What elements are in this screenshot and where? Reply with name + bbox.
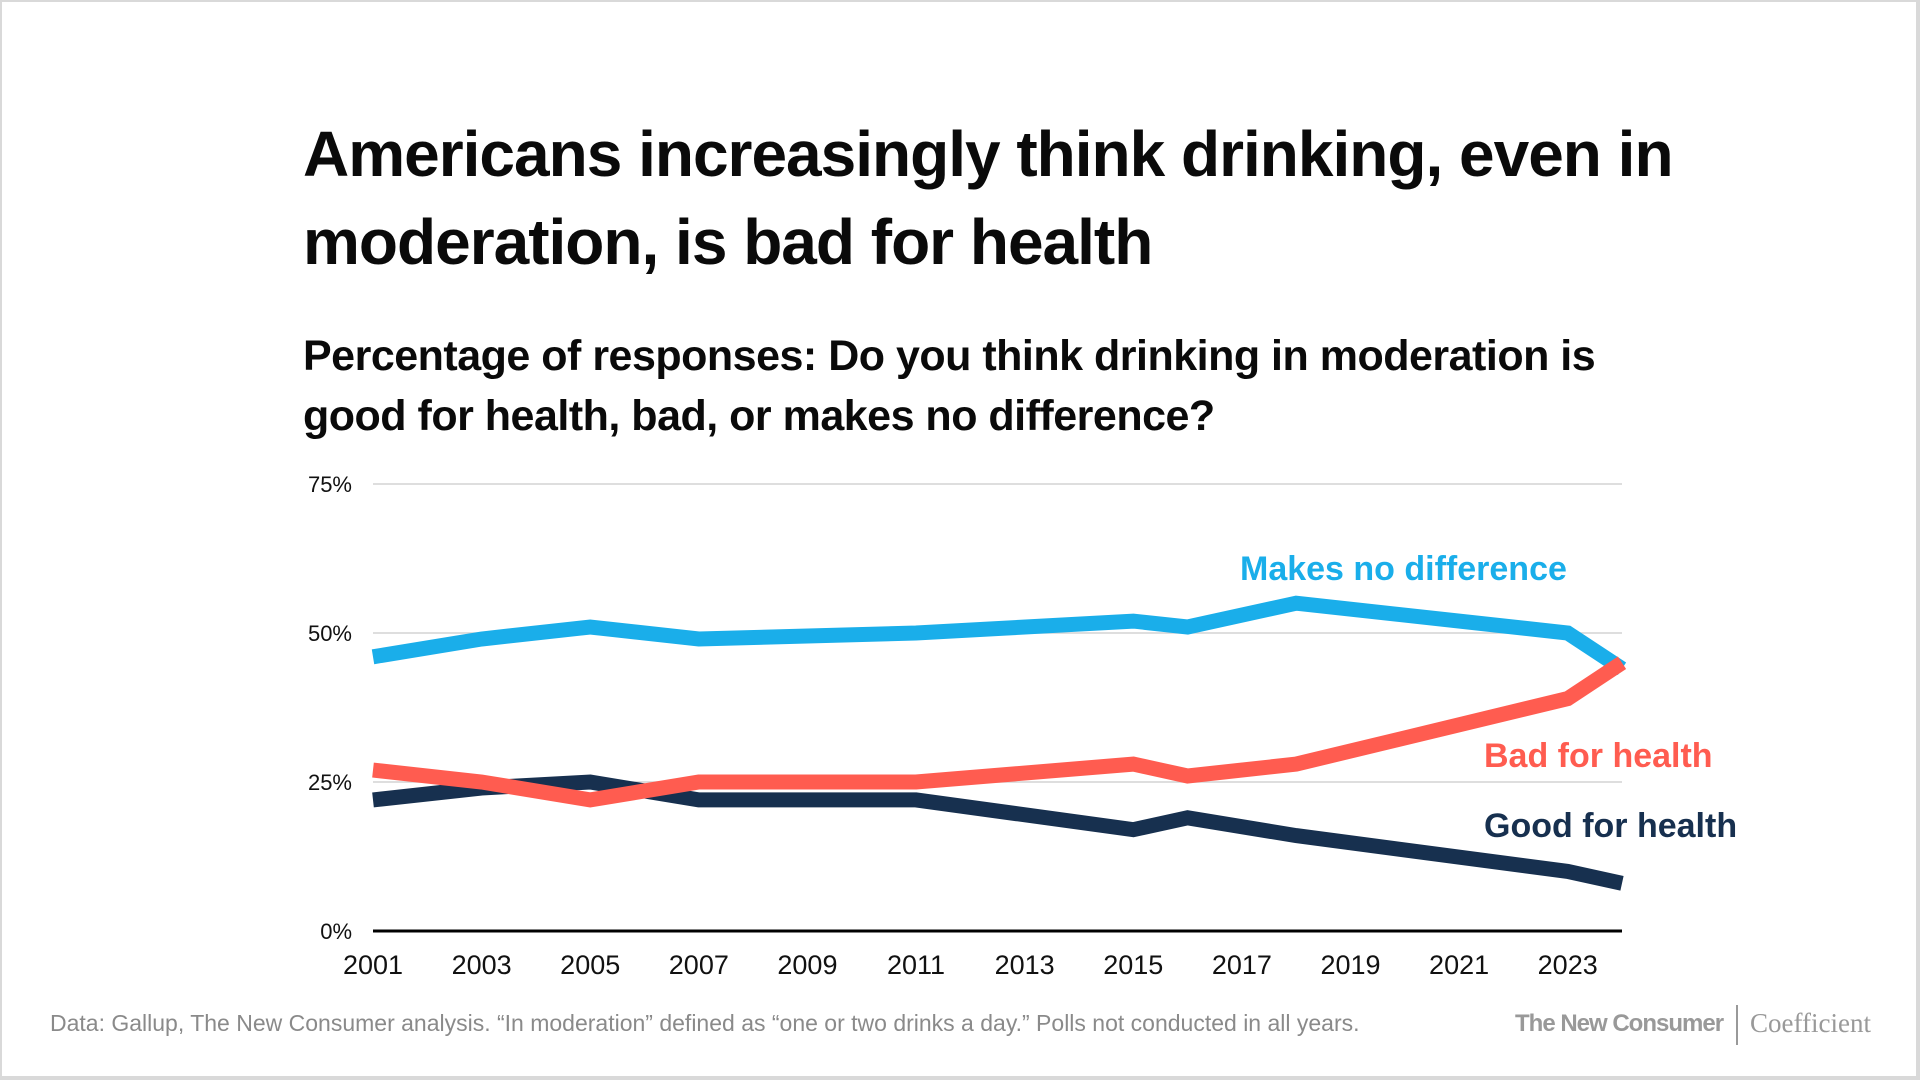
y-tick-label: 25% (308, 770, 352, 795)
x-tick-label: 2003 (452, 950, 512, 980)
the-new-consumer-logo: The New Consumer (1515, 1010, 1724, 1037)
y-tick-label: 50% (308, 621, 352, 646)
series-label: Good for health (1484, 807, 1737, 845)
source-note: Data: Gallup, The New Consumer analysis.… (50, 1010, 1360, 1036)
x-tick-label: 2017 (1212, 950, 1272, 980)
series-labels: Makes no difference Bad for health Good fo… (1240, 550, 1737, 845)
chart-title: Americans increasingly think drinking, e… (303, 118, 1674, 278)
series-line-bad-for-health (372, 656, 1627, 808)
series-label: Bad for health (1484, 737, 1713, 775)
y-axis-tick-labels: 0% 25% 50% 75% (308, 472, 352, 944)
x-tick-label: 2023 (1538, 950, 1598, 980)
x-tick-label: 2011 (887, 950, 945, 980)
x-tick-label: 2009 (777, 950, 837, 980)
x-axis-tick-labels: 2001 2003 2005 2007 2009 2011 2013 2015 2017 2019… (343, 950, 1598, 980)
x-tick-label: 2001 (343, 950, 403, 980)
x-tick-label: 2005 (560, 950, 620, 980)
series-lines (371, 595, 1627, 891)
coefficient-logo: Coefficient (1750, 1008, 1871, 1038)
series-label: Makes no difference (1240, 550, 1567, 588)
series-line-makes-no-difference (371, 595, 1627, 676)
y-tick-label: 0% (320, 919, 352, 944)
x-tick-label: 2013 (995, 950, 1055, 980)
chart-subtitle: Percentage of responses: Do you think dr… (303, 332, 1596, 440)
x-tick-label: 2007 (669, 950, 729, 980)
logo-divider (1736, 1005, 1738, 1045)
x-tick-label: 2021 (1429, 950, 1489, 980)
x-tick-label: 2019 (1320, 950, 1380, 980)
x-tick-label: 2015 (1103, 950, 1163, 980)
y-tick-label: 75% (308, 472, 352, 497)
